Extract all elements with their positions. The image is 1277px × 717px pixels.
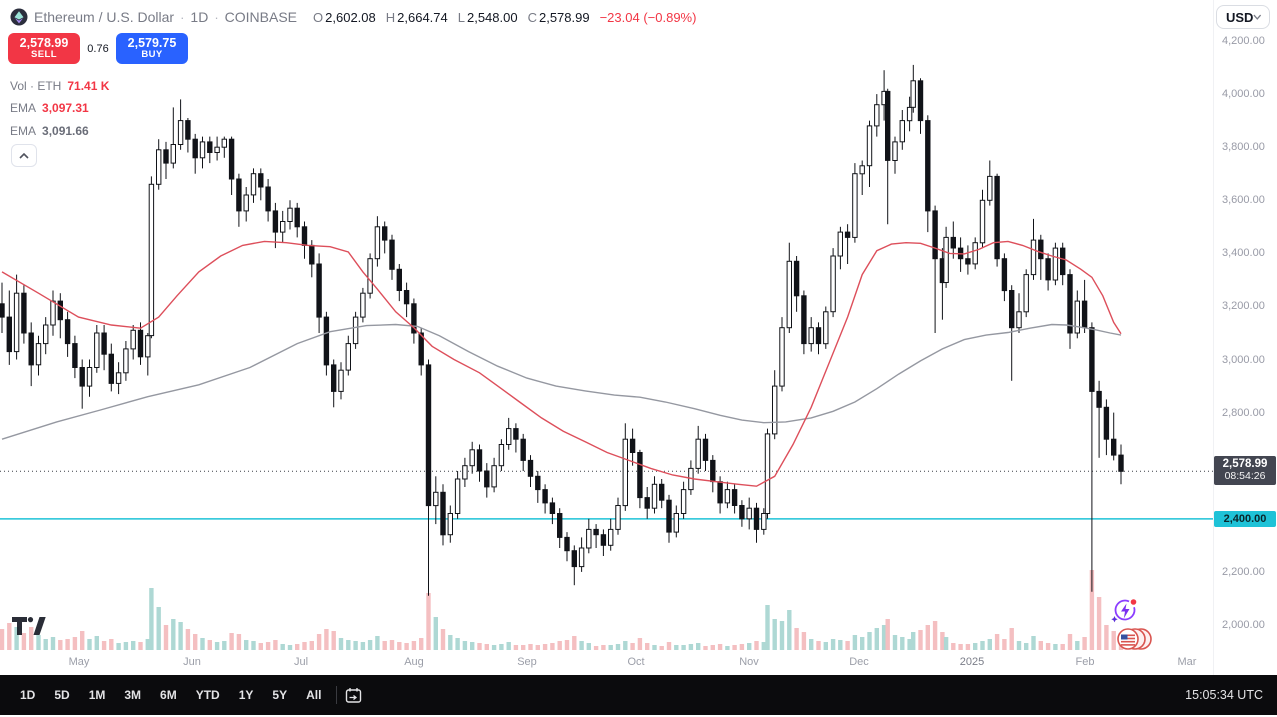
ema-slow-line[interactable] — [1, 323, 1122, 440]
order-panel: 2,578.99 SELL 0.76 2,579.75 BUY — [8, 33, 188, 64]
range-button-1d[interactable]: 1D — [20, 688, 36, 702]
time-tick-label: Dec — [849, 656, 869, 668]
time-tick-label: Feb — [1075, 656, 1095, 668]
volume-legend[interactable]: Vol · ETH 71.41 K — [10, 79, 110, 93]
low-value: 2,548.00 — [466, 9, 518, 25]
time-tick-label: Aug — [404, 656, 424, 668]
range-button-5y[interactable]: 5Y — [272, 688, 288, 702]
time-tick-label: Jun — [183, 656, 201, 668]
ema-fast-value: 3,097.31 — [42, 101, 89, 115]
chevron-up-icon — [19, 152, 29, 159]
time-tick-label: Jul — [293, 656, 309, 668]
close-value: 2,578.99 — [538, 9, 590, 25]
event-markers — [1110, 597, 1162, 657]
time-tick-label: 2025 — [959, 656, 985, 668]
range-button-ytd[interactable]: YTD — [195, 688, 220, 702]
price-tick-label: 3,600.00 — [1222, 194, 1265, 207]
collapse-legend-button[interactable] — [11, 144, 37, 167]
time-scale-axis[interactable]: May Jun Jul Aug Sep Oct Nov Dec 2025 Feb Mar — [0, 650, 1277, 675]
price-tick-label: 3,000.00 — [1222, 353, 1265, 366]
calendar-icon — [346, 687, 362, 703]
open-value: 2,602.08 — [325, 9, 376, 25]
range-button-6m[interactable]: 6M — [160, 688, 177, 702]
candlesticks — [0, 64, 1124, 596]
buy-price: 2,579.75 — [127, 35, 177, 50]
price-tick-label: 2,000.00 — [1222, 619, 1265, 631]
price-tick-label: 2,800.00 — [1222, 406, 1265, 419]
sell-price: 2,578.99 — [19, 35, 69, 50]
price-tick-label: 3,200.00 — [1222, 300, 1265, 313]
sell-button[interactable]: 2,578.99 SELL — [8, 33, 80, 64]
interval-label[interactable]: 1D — [190, 9, 209, 25]
go-to-date-button[interactable] — [345, 687, 362, 704]
spread-value: 0.76 — [80, 42, 116, 55]
time-tick-label: Oct — [627, 656, 645, 668]
ema-slow-value: 3,091.66 — [42, 124, 89, 138]
toolbar-divider — [336, 686, 338, 704]
bar-countdown: 08:54:26 — [1224, 470, 1266, 482]
range-button-3m[interactable]: 3M — [124, 688, 142, 702]
price-tick-label: 3,400.00 — [1222, 247, 1265, 260]
price-tick-label: 4,000.00 — [1222, 88, 1265, 101]
range-button-5d[interactable]: 5D — [54, 688, 70, 702]
ohlc-values: O 2,602.08 H 2,664.74 L 2,548.00 C 2,578.99 … — [313, 9, 697, 25]
exchange-label[interactable]: COINBASE — [224, 9, 298, 25]
tradingview-logo-icon — [12, 617, 46, 641]
date-range-buttons: 1D 5D 1M 3M 6M YTD 1Y 5Y All — [14, 684, 334, 706]
price-tick-label: 2,200.00 — [1222, 565, 1265, 578]
time-tick-label: May — [68, 656, 90, 668]
range-button-1y[interactable]: 1Y — [238, 688, 254, 702]
bottom-toolbar: 1D 5D 1M 3M 6M YTD 1Y 5Y All 15:05:34 UTC — [0, 675, 1277, 715]
symbol-header: Ethereum / U.S. Dollar · 1D · COINBASE O… — [10, 7, 696, 27]
price-scale-axis[interactable]: 4,200.00 4,000.00 3,800.00 3,600.00 3,400.00… — [1213, 0, 1277, 675]
ema-fast-line[interactable] — [1, 240, 1122, 487]
range-button-1m[interactable]: 1M — [88, 688, 106, 702]
time-tick-label: Nov — [739, 656, 759, 668]
ema-fast-legend[interactable]: EMA 3,097.31 — [10, 101, 89, 115]
economic-events-coin-icon[interactable] — [1112, 627, 1154, 652]
ethereum-logo-icon — [10, 8, 28, 26]
volume-bars — [0, 570, 1124, 655]
volume-value: 71.41 K — [67, 79, 110, 93]
time-tick-label: Sep — [517, 656, 537, 668]
utc-clock[interactable]: 15:05:34 UTC — [1185, 688, 1263, 702]
price-tick-label: 4,200.00 — [1222, 35, 1265, 47]
price-tick-label: 3,800.00 — [1222, 141, 1265, 154]
ema-slow-legend[interactable]: EMA 3,091.66 — [10, 124, 89, 138]
support-level-tag: 2,400.00 — [1214, 511, 1276, 527]
time-tick-label: Mar — [1177, 656, 1197, 668]
buy-button[interactable]: 2,579.75 BUY — [116, 33, 188, 64]
range-button-all[interactable]: All — [306, 688, 322, 702]
current-price-tag: 2,578.99 08:54:26 — [1214, 456, 1276, 485]
change-value: −23.04 (−0.89%) — [599, 9, 697, 25]
price-chart-canvas[interactable] — [0, 0, 1213, 675]
symbol-title[interactable]: Ethereum / U.S. Dollar — [34, 9, 175, 25]
chevron-down-icon — [1253, 14, 1262, 20]
currency-dropdown[interactable]: USD — [1216, 5, 1270, 29]
flash-event-icon[interactable] — [1110, 597, 1140, 625]
high-value: 2,664.74 — [397, 9, 448, 25]
